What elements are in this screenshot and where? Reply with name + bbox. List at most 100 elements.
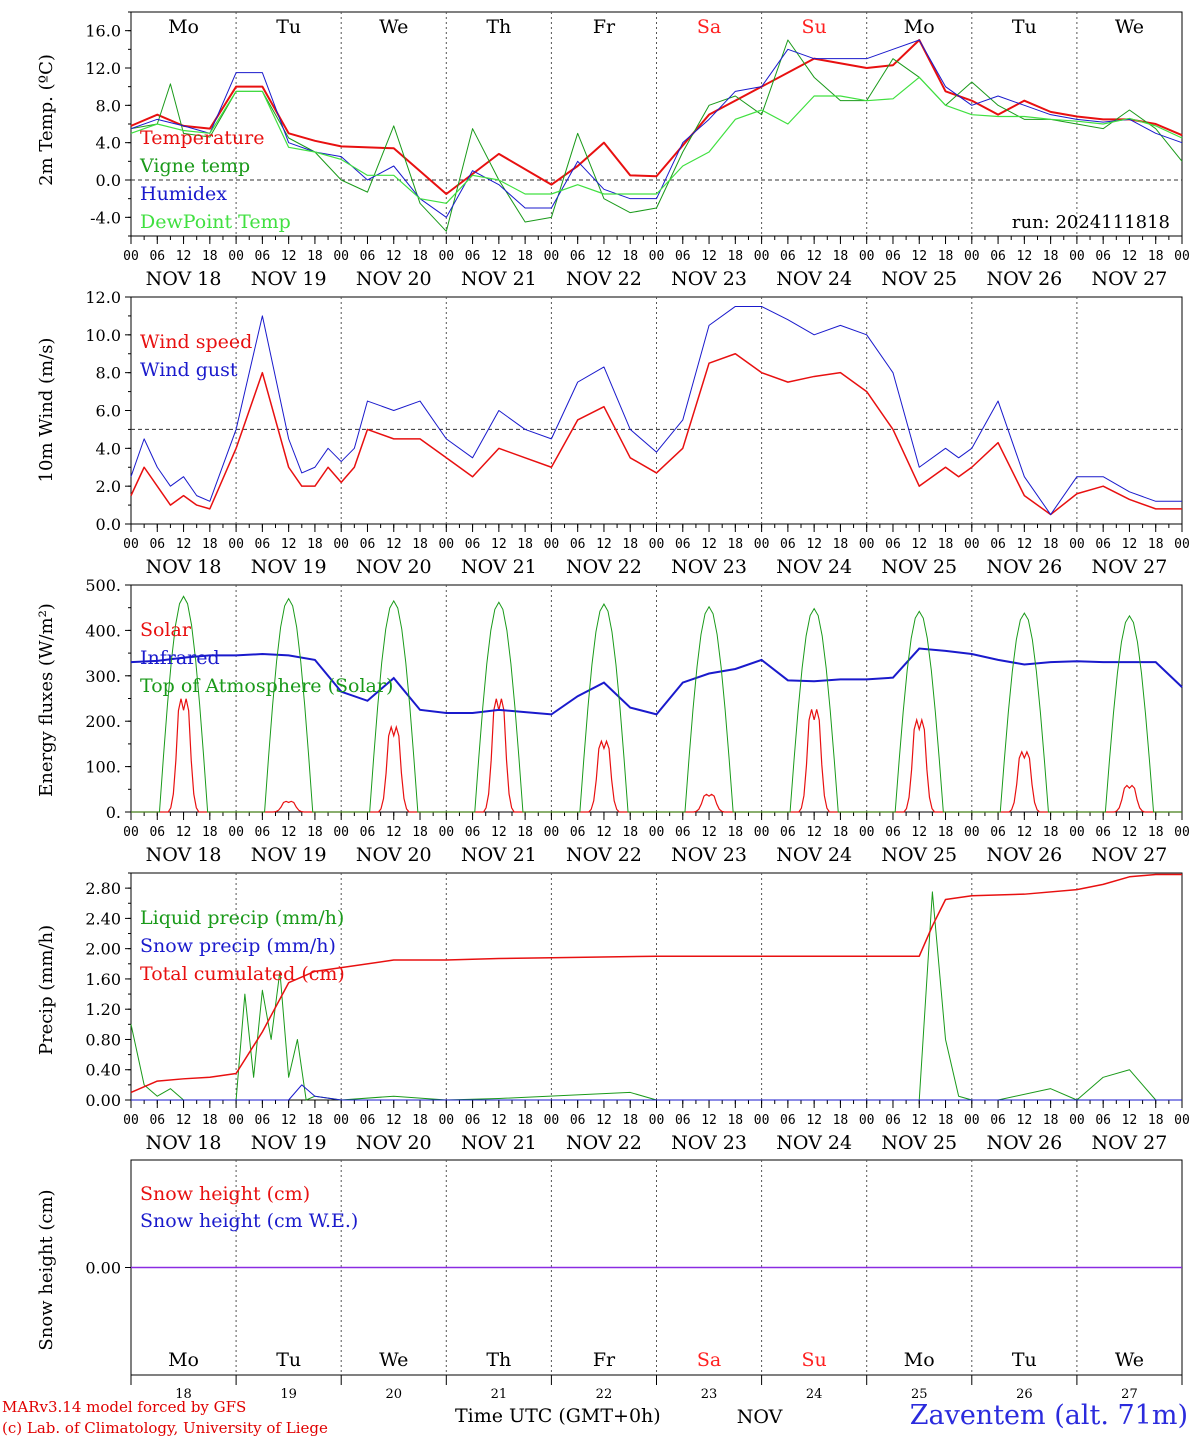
x-hour-label: 12 bbox=[386, 249, 402, 264]
series-line-humidex bbox=[130, 39, 1183, 218]
day-name-label: We bbox=[1115, 16, 1144, 38]
x-hour-label: 00 bbox=[228, 249, 244, 264]
x-hour-label: 00 bbox=[544, 825, 560, 840]
x-hour-label: 18 bbox=[833, 537, 849, 552]
x-date-label: NOV 20 bbox=[356, 556, 432, 578]
x-hour-label: 18 bbox=[833, 825, 849, 840]
x-hour-label: 00 bbox=[123, 825, 139, 840]
x-date-label: NOV 23 bbox=[671, 1132, 747, 1154]
legend-entry: Temperature bbox=[140, 127, 264, 149]
x-hour-label: 00 bbox=[228, 537, 244, 552]
series-line-wind-speed bbox=[130, 353, 1182, 516]
day-name-label: Su bbox=[802, 16, 827, 38]
x-hour-label: 00 bbox=[1174, 249, 1190, 264]
x-hour-label: 06 bbox=[149, 825, 165, 840]
day-name-label: Fr bbox=[593, 1349, 616, 1371]
x-hour-label: 12 bbox=[596, 825, 612, 840]
x-hour-label: 12 bbox=[1122, 249, 1138, 264]
legend-entry: Snow precip (mm/h) bbox=[140, 935, 336, 957]
x-hour-label: 18 bbox=[938, 537, 954, 552]
x-date-label: NOV 27 bbox=[1092, 556, 1168, 578]
x-hour-label: 12 bbox=[176, 1113, 192, 1128]
y-tick-label: 0.0 bbox=[96, 171, 121, 190]
day-number-label: 26 bbox=[1016, 1387, 1033, 1402]
x-hour-label: 18 bbox=[622, 249, 638, 264]
day-number-label: 19 bbox=[280, 1387, 297, 1402]
day-name-label: Th bbox=[486, 1349, 511, 1371]
x-date-label: NOV 26 bbox=[986, 1132, 1062, 1154]
x-hour-label: 18 bbox=[938, 825, 954, 840]
x-hour-label: 18 bbox=[622, 1113, 638, 1128]
day-name-label: Fr bbox=[593, 16, 616, 38]
y-tick-label: 200. bbox=[85, 712, 121, 731]
x-date-label: NOV 22 bbox=[566, 1132, 642, 1154]
x-date-label: NOV 21 bbox=[461, 1132, 537, 1154]
y-tick-label: 2.00 bbox=[85, 940, 121, 959]
x-hour-label: 18 bbox=[727, 537, 743, 552]
x-hour-label: 00 bbox=[754, 537, 770, 552]
y-tick-label: 12.0 bbox=[85, 59, 121, 78]
x-hour-label: 18 bbox=[1148, 537, 1164, 552]
x-date-label: NOV 24 bbox=[776, 268, 852, 290]
x-hour-label: 06 bbox=[149, 249, 165, 264]
x-hour-label: 00 bbox=[544, 1113, 560, 1128]
x-hour-label: 06 bbox=[570, 825, 586, 840]
x-hour-label: 18 bbox=[727, 825, 743, 840]
x-hour-label: 00 bbox=[438, 537, 454, 552]
x-hour-label: 00 bbox=[859, 825, 875, 840]
x-date-label: NOV 25 bbox=[881, 844, 957, 866]
x-date-label: NOV 19 bbox=[251, 844, 327, 866]
x-hour-label: 06 bbox=[885, 1113, 901, 1128]
day-number-label: 24 bbox=[806, 1387, 823, 1402]
y-tick-label: 12.0 bbox=[85, 288, 121, 307]
x-hour-label: 00 bbox=[438, 825, 454, 840]
x-hour-label: 12 bbox=[911, 249, 927, 264]
day-name-label: Su bbox=[802, 1349, 827, 1371]
x-hour-label: 18 bbox=[307, 1113, 323, 1128]
plot-frame bbox=[130, 296, 1183, 525]
x-hour-label: 06 bbox=[675, 249, 691, 264]
x-hour-label: 06 bbox=[675, 537, 691, 552]
x-hour-label: 18 bbox=[307, 537, 323, 552]
x-hour-label: 12 bbox=[1017, 249, 1033, 264]
x-hour-label: 06 bbox=[360, 537, 376, 552]
x-date-label: NOV 19 bbox=[251, 556, 327, 578]
x-hour-label: 00 bbox=[544, 249, 560, 264]
x-hour-label: 12 bbox=[701, 537, 717, 552]
x-hour-label: 06 bbox=[990, 825, 1006, 840]
x-date-label: NOV 22 bbox=[566, 556, 642, 578]
x-hour-label: 18 bbox=[412, 825, 428, 840]
x-date-label: NOV 27 bbox=[1092, 844, 1168, 866]
legend-entry: Solar bbox=[140, 619, 192, 641]
x-date-label: NOV 18 bbox=[146, 268, 222, 290]
x-hour-label: 00 bbox=[649, 1113, 665, 1128]
legend-entry: DewPoint Temp bbox=[140, 211, 291, 233]
series-line-infrared bbox=[130, 647, 1183, 716]
x-hour-label: 06 bbox=[780, 825, 796, 840]
x-hour-label: 06 bbox=[1095, 249, 1111, 264]
x-hour-label: 00 bbox=[333, 249, 349, 264]
y-tick-label: 0.40 bbox=[85, 1061, 121, 1080]
day-number-label: 20 bbox=[385, 1387, 402, 1402]
series-line-snow-precip-mm-h- bbox=[131, 1084, 1182, 1101]
x-date-label: NOV 20 bbox=[356, 1132, 432, 1154]
x-hour-label: 00 bbox=[1069, 249, 1085, 264]
x-date-label: NOV 18 bbox=[146, 1132, 222, 1154]
x-hour-label: 00 bbox=[859, 249, 875, 264]
legend-entry: Total cumulated (cm) bbox=[140, 963, 345, 985]
x-hour-label: 12 bbox=[701, 825, 717, 840]
plot-frame bbox=[130, 584, 1183, 813]
y-tick-label: 4.0 bbox=[96, 134, 121, 153]
legend-entry: Infrared bbox=[140, 647, 220, 669]
x-hour-label: 18 bbox=[307, 249, 323, 264]
x-date-label: NOV 18 bbox=[146, 556, 222, 578]
y-tick-label: -4.0 bbox=[90, 208, 121, 227]
y-tick-label: 10.0 bbox=[85, 326, 121, 345]
x-hour-label: 18 bbox=[307, 825, 323, 840]
x-date-label: NOV 26 bbox=[986, 556, 1062, 578]
y-tick-label: 1.60 bbox=[85, 970, 121, 989]
day-name-label: We bbox=[1115, 1349, 1144, 1371]
x-hour-label: 12 bbox=[386, 537, 402, 552]
lab-credit: (c) Lab. of Climatology, University of L… bbox=[2, 1419, 328, 1437]
